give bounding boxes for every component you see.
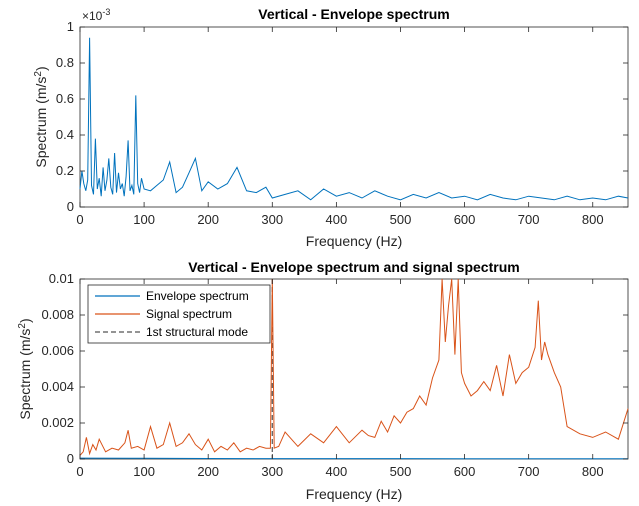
chart-1-x-tick-label: 800 xyxy=(582,212,604,227)
chart-1-y-label: Spectrum (m/s2) xyxy=(33,66,49,167)
chart-2-y-ticks: 0 0.002 0.004 0.006 0.008 0.01 xyxy=(41,271,628,466)
chart-envelope-and-signal-spectrum: Vertical - Envelope spectrum and signal … xyxy=(17,259,629,502)
chart-2-x-tick-label: 300 xyxy=(261,464,283,479)
chart-2-title: Vertical - Envelope spectrum and signal … xyxy=(188,259,519,275)
chart-1-x-tick-label: 400 xyxy=(326,212,348,227)
chart-2-y-label: Spectrum (m/s2) xyxy=(17,318,33,419)
chart-2-y-tick-label: 0.01 xyxy=(49,271,74,286)
chart-2-y-tick-label: 0.004 xyxy=(41,379,74,394)
chart-2-x-tick-label: 400 xyxy=(326,464,348,479)
chart-1-title: Vertical - Envelope spectrum xyxy=(258,6,449,22)
chart-1-x-ticks: 0 100 200 300 400 500 600 700 800 xyxy=(76,27,604,227)
chart-1-x-tick-label: 600 xyxy=(454,212,476,227)
legend-label-signal: Signal spectrum xyxy=(146,307,232,321)
chart-1-x-tick-label: 300 xyxy=(261,212,283,227)
chart-1-exponent-power: -3 xyxy=(102,7,110,17)
chart-1-y-tick-label: 0.8 xyxy=(56,55,74,70)
chart-1-x-tick-label: 0 xyxy=(76,212,83,227)
chart-2-x-tick-label: 100 xyxy=(133,464,155,479)
chart-2-x-tick-label: 200 xyxy=(197,464,219,479)
chart-1-y-tick-label: 0.6 xyxy=(56,91,74,106)
chart-1-exponent-base: ×10 xyxy=(82,9,103,23)
chart-2-y-tick-label: 0.002 xyxy=(41,415,74,430)
chart-1-line-series-0 xyxy=(79,37,629,201)
chart-envelope-spectrum: Vertical - Envelope spectrum ×10-3 0 100 2… xyxy=(33,6,629,249)
chart-1-y-tick-label: 0.2 xyxy=(56,163,74,178)
chart-2-line-signal-spectrum xyxy=(79,278,629,456)
chart-1-y-tick-label: 1 xyxy=(67,19,74,34)
chart-1-y-ticks: 0 0.2 0.4 0.6 0.8 1 xyxy=(56,19,628,214)
chart-1-axes-box xyxy=(79,26,629,208)
chart-1-x-tick-label: 200 xyxy=(197,212,219,227)
legend-label-mode: 1st structural mode xyxy=(146,325,248,339)
chart-2-y-tick-label: 0 xyxy=(67,451,74,466)
chart-2-legend: Envelope spectrum Signal spectrum 1st st… xyxy=(87,284,271,344)
chart-2-y-tick-label: 0.008 xyxy=(41,307,74,322)
chart-1-x-tick-label: 500 xyxy=(390,212,412,227)
chart-1-y-tick-label: 0 xyxy=(67,199,74,214)
chart-2-line-envelope-spectrum xyxy=(79,457,628,460)
chart-2-x-tick-label: 800 xyxy=(582,464,604,479)
chart-2-x-tick-label: 700 xyxy=(518,464,540,479)
chart-2-x-tick-label: 0 xyxy=(76,464,83,479)
chart-1-x-label: Frequency (Hz) xyxy=(306,233,402,249)
chart-1-y-tick-label: 0.4 xyxy=(56,127,74,142)
chart-2-x-label: Frequency (Hz) xyxy=(306,486,402,502)
chart-1-x-tick-label: 100 xyxy=(133,212,155,227)
chart-2-x-tick-label: 600 xyxy=(454,464,476,479)
chart-1-exponent: ×10-3 xyxy=(82,7,110,23)
chart-2-x-ticks: 0 100 200 300 400 500 600 700 800 xyxy=(76,279,604,479)
chart-2-plot-area xyxy=(79,278,629,460)
chart-1-x-tick-label: 700 xyxy=(518,212,540,227)
legend-label-envelope: Envelope spectrum xyxy=(146,289,249,303)
chart-2-x-tick-label: 500 xyxy=(390,464,412,479)
chart-1-plot-area xyxy=(79,37,629,201)
svg-text:×10-3: ×10-3 xyxy=(82,7,110,23)
chart-2-y-tick-label: 0.006 xyxy=(41,343,74,358)
